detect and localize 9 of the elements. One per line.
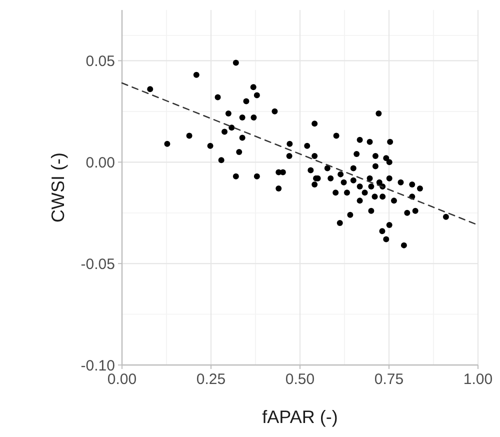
x-tick-label: 1.00 xyxy=(463,371,493,388)
y-tick-label: 0.05 xyxy=(86,52,115,70)
y-tick-label: 0.00 xyxy=(86,154,115,172)
x-tick-label: 0.50 xyxy=(285,371,315,388)
y-axis-title: CWSI (-) xyxy=(48,152,68,222)
x-tick-label: 0.25 xyxy=(196,371,226,388)
x-tick-label: 0.75 xyxy=(374,371,404,388)
y-tick-label: -0.05 xyxy=(80,256,115,273)
x-axis-title: fAPAR (-) xyxy=(262,407,338,427)
